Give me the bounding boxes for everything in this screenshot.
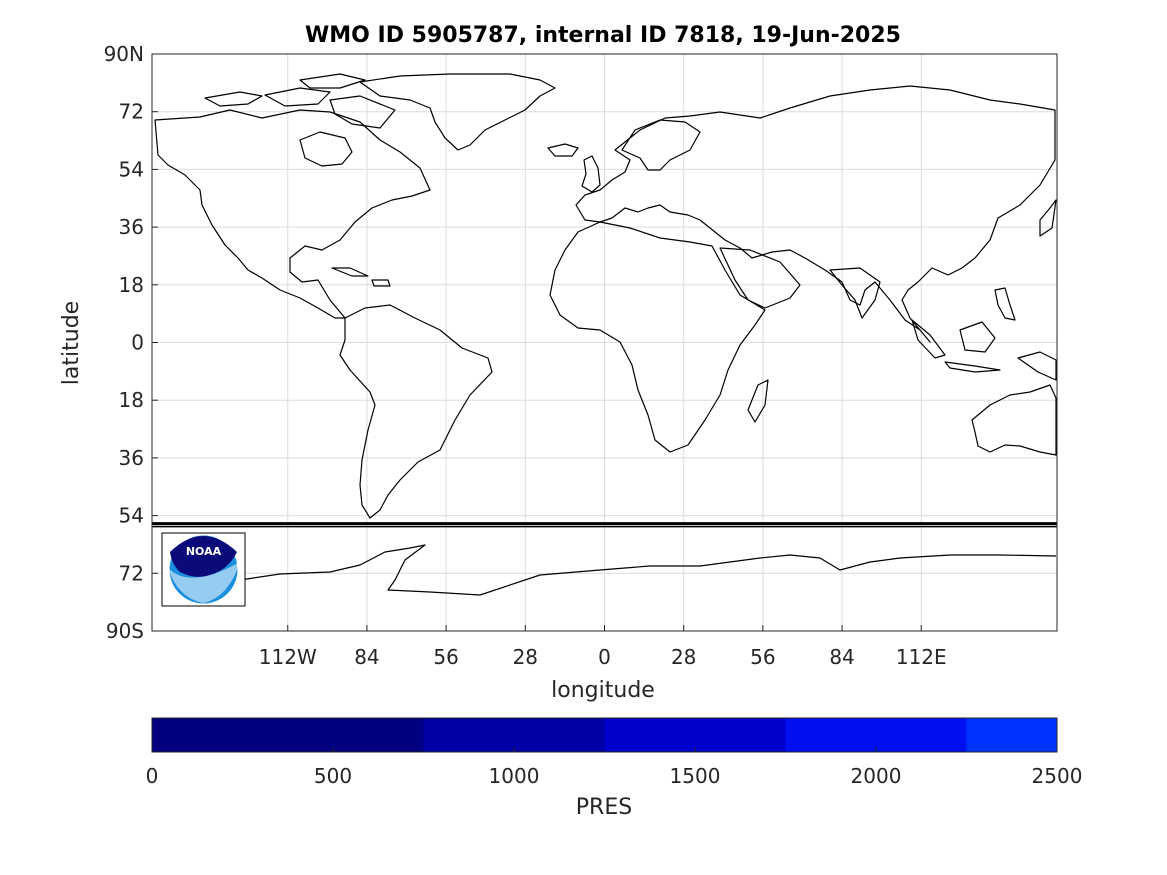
lat-tick-label-10: 90S xyxy=(106,619,144,643)
x-axis-label: longitude xyxy=(551,678,655,703)
longitude-tick-labels: 112W 84 56 28 0 28 56 84 112E xyxy=(259,625,947,669)
coast-north-america xyxy=(154,109,431,319)
colorbar-bins xyxy=(152,718,1057,752)
coast-australia xyxy=(971,384,1057,456)
colorbar-tick-label-0: 0 xyxy=(146,764,159,788)
coast-arabia xyxy=(719,247,801,309)
lat-tick-label-9: 72 xyxy=(119,561,144,585)
lat-tick-label-4: 18 xyxy=(119,273,144,297)
lat-tick-label-3: 36 xyxy=(119,215,144,239)
logo-text: NOAA xyxy=(186,545,222,558)
coast-philippines xyxy=(994,287,1016,321)
coast-borneo xyxy=(959,321,996,353)
coast-india xyxy=(829,267,881,319)
lon-tick-label-4: 0 xyxy=(598,645,611,669)
lat-tick-label-6: 18 xyxy=(119,388,144,412)
logo-seagull-top xyxy=(170,536,237,577)
colorbar-bin-2 xyxy=(604,718,786,752)
coast-south-america xyxy=(339,304,493,519)
colorbar-tick-label-3: 1500 xyxy=(670,764,721,788)
logo-seagull-wing xyxy=(168,562,240,603)
coast-antarctica xyxy=(239,544,1057,596)
lon-tick-label-1: 84 xyxy=(354,645,379,669)
coast-britain xyxy=(581,155,601,193)
coast-africa xyxy=(549,221,766,453)
coast-madagascar xyxy=(747,379,769,423)
coast-hudson-bay xyxy=(299,131,353,167)
coast-new-guinea xyxy=(1017,351,1057,381)
lon-tick-label-5: 28 xyxy=(671,645,696,669)
lat-tick-label-0: 90N xyxy=(104,42,144,66)
colorbar-tick-label-4: 2000 xyxy=(851,764,902,788)
lon-tick-label-2: 56 xyxy=(433,645,458,669)
colorbar-bin-4 xyxy=(966,718,1057,752)
lat-tick-label-1: 72 xyxy=(119,100,144,124)
colorbar-bin-1 xyxy=(423,718,605,752)
float-track xyxy=(152,522,1057,528)
coast-arctic-islands-3 xyxy=(329,95,396,129)
coast-greenland xyxy=(359,73,556,151)
coast-cuba xyxy=(331,267,369,277)
coastlines xyxy=(154,73,1057,596)
lat-tick-label-2: 54 xyxy=(119,157,144,181)
lon-tick-label-8: 112E xyxy=(896,645,947,669)
latitude-tick-labels: 90N 72 54 36 18 0 18 36 54 72 90S xyxy=(104,42,158,643)
colorbar-tick-label-5: 2500 xyxy=(1032,764,1083,788)
colorbar-tick-labels: 0 500 1000 1500 2000 2500 xyxy=(146,747,1083,788)
colorbar-tick-label-1: 500 xyxy=(314,764,352,788)
lat-tick-label-8: 54 xyxy=(119,504,144,528)
lon-tick-label-6: 56 xyxy=(750,645,775,669)
noaa-logo: NOAA xyxy=(161,532,246,607)
colorbar-bin-3 xyxy=(785,718,967,752)
coast-arctic-islands-1 xyxy=(204,91,263,107)
lat-tick-label-7: 36 xyxy=(119,446,144,470)
colorbar-bin-0 xyxy=(152,718,424,752)
chart-title: WMO ID 5905787, internal ID 7818, 19-Jun… xyxy=(305,23,901,48)
lat-tick-label-5: 0 xyxy=(131,331,144,355)
coast-hispaniola xyxy=(371,279,391,287)
coast-arctic-islands-2 xyxy=(264,87,331,107)
coast-java xyxy=(944,361,1001,373)
colorbar-label: PRES xyxy=(576,795,632,820)
map-axes: NOAA 90N 72 54 36 18 0 18 36 54 72 90S 112W 84 56 28 0… xyxy=(104,42,1058,669)
coast-japan xyxy=(1039,199,1057,237)
coast-eurasia xyxy=(575,85,1056,343)
colorbar-frame xyxy=(151,717,1058,753)
lon-tick-label-7: 84 xyxy=(829,645,854,669)
map-grid xyxy=(152,53,1057,632)
coast-sumatra xyxy=(911,319,946,359)
colorbar-tick-label-2: 1000 xyxy=(489,764,540,788)
coast-scandinavia xyxy=(621,119,701,171)
lon-tick-label-0: 112W xyxy=(259,645,317,669)
y-axis-label: latitude xyxy=(59,301,84,385)
lon-tick-label-3: 28 xyxy=(513,645,538,669)
coast-iceland xyxy=(547,143,579,157)
coast-arctic-islands-4 xyxy=(299,73,366,89)
colorbar: 0 500 1000 1500 2000 2500 PRES xyxy=(146,717,1083,820)
